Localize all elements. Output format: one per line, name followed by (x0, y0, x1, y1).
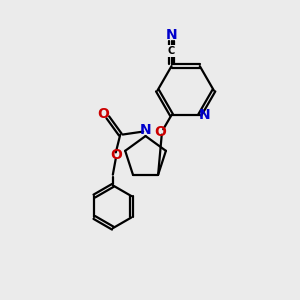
Text: N: N (199, 108, 211, 122)
Text: N: N (140, 123, 152, 137)
Text: O: O (98, 107, 109, 121)
Text: O: O (110, 148, 122, 162)
Text: N: N (166, 28, 177, 42)
Text: O: O (154, 125, 166, 139)
Text: C: C (168, 46, 175, 56)
